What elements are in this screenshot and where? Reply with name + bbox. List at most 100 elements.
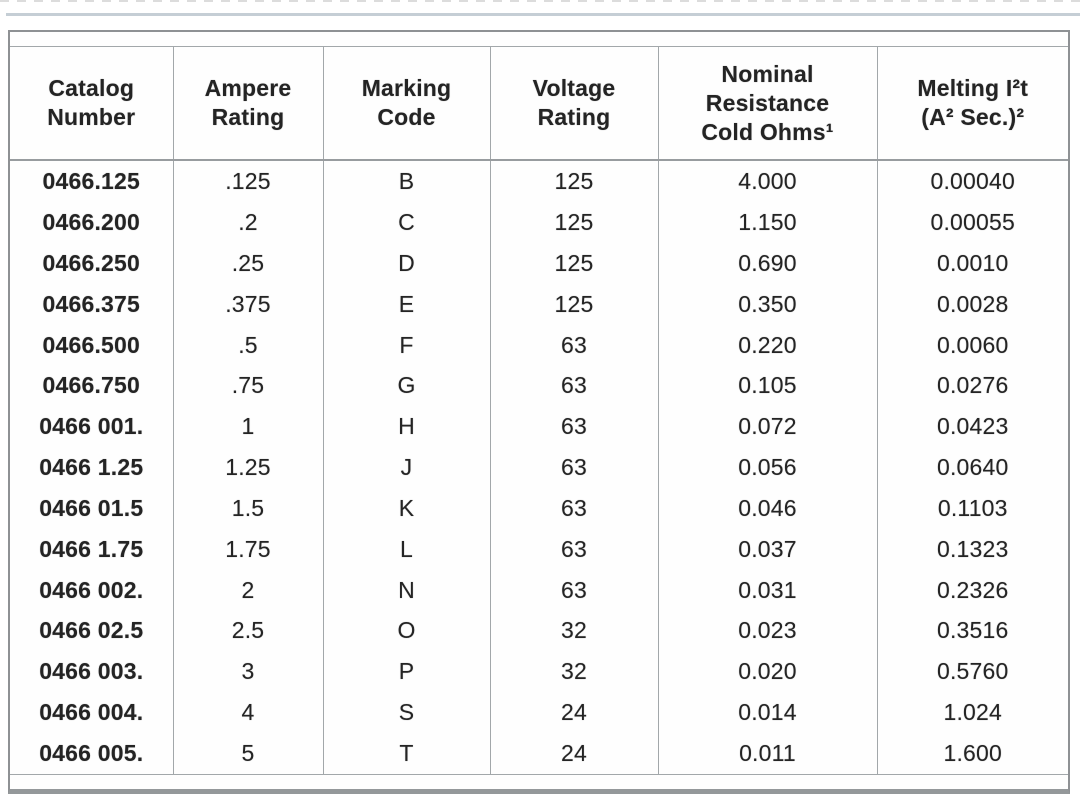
cell-catalog: 0466 005. [39, 739, 144, 766]
cell-melting: 0.0423 [876, 406, 1068, 448]
cell-marking: B [322, 160, 490, 203]
column-header-resistance: Nominal Resistance Cold Ohms¹ [657, 46, 877, 161]
cell-catalog: 0466.500 [42, 331, 141, 358]
cell-ampere: 1.25 [172, 447, 323, 488]
cell-voltage: 63 [489, 528, 658, 570]
cell-ampere: .5 [172, 324, 323, 366]
cell-catalog: 0466 1.25 [39, 454, 144, 481]
cell-ampere: .75 [172, 365, 323, 407]
column-header-melting: Melting I²t (A² Sec.)² [876, 46, 1068, 161]
cell-resistance: 0.031 [657, 569, 877, 611]
column-header-line: Rating [211, 104, 285, 130]
cell-melting: 0.1323 [876, 528, 1068, 570]
cell-melting: 0.1103 [876, 488, 1068, 529]
cell-voltage: 125 [489, 160, 658, 203]
cell-voltage: 24 [489, 692, 658, 733]
table-row: 0466.200 .2 C 125 1.150 0.00055 [10, 202, 1068, 244]
cell-melting: 0.0028 [876, 283, 1068, 325]
cell-resistance: 0.056 [657, 447, 877, 488]
cell-marking: O [322, 610, 490, 652]
table-row: 0466 002. 2 N 63 0.031 0.2326 [10, 569, 1068, 611]
cell-catalog: 0466 01.5 [39, 494, 144, 521]
column-header-line: Code [377, 104, 436, 130]
table-row: 0466.250 .25 D 125 0.690 0.0010 [10, 243, 1068, 284]
cell-marking: D [322, 243, 490, 284]
cell-marking: H [322, 406, 490, 448]
page-top-dashed-edge [0, 0, 1080, 2]
cell-resistance: 0.105 [657, 365, 877, 407]
cell-melting: 0.5760 [876, 651, 1068, 693]
cell-catalog: 0466.750 [42, 372, 141, 399]
table-row: 0466 1.75 1.75 L 63 0.037 0.1323 [10, 528, 1068, 570]
cell-melting: 0.3516 [876, 610, 1068, 652]
cell-ampere: 2 [172, 569, 323, 611]
top-divider-line [6, 13, 1080, 16]
cell-marking: T [322, 732, 490, 775]
column-header-line: Number [47, 104, 136, 130]
cell-voltage: 32 [489, 610, 658, 652]
table-row: 0466 01.5 1.5 K 63 0.046 0.1103 [10, 488, 1068, 529]
cell-resistance: 0.011 [657, 732, 877, 775]
table-row: 0466.500 .5 F 63 0.220 0.0060 [10, 324, 1068, 366]
cell-resistance: 0.072 [657, 406, 877, 448]
cell-ampere: 1 [172, 406, 323, 448]
cell-resistance: 1.150 [657, 202, 877, 244]
table-bottom-strip-cell [10, 774, 1068, 789]
cell-voltage: 63 [489, 447, 658, 488]
cell-catalog: 0466 003. [39, 658, 144, 685]
cell-melting: 0.00055 [876, 202, 1068, 244]
column-header-catalog: Catalog Number [10, 46, 173, 161]
column-header-line: Cold Ohms¹ [701, 118, 834, 145]
cell-melting: 1.024 [876, 692, 1068, 733]
cell-voltage: 63 [489, 569, 658, 611]
cell-voltage: 125 [489, 243, 658, 284]
cell-melting: 0.0060 [876, 324, 1068, 366]
cell-marking: L [322, 528, 490, 570]
column-header-line: Marking [361, 75, 452, 101]
table-row: 0466.750 .75 G 63 0.105 0.0276 [10, 365, 1068, 407]
cell-melting: 0.2326 [876, 569, 1068, 611]
cell-voltage: 125 [489, 202, 658, 244]
column-header-line: Catalog [48, 75, 135, 101]
cell-marking: P [322, 651, 490, 693]
column-header-line: Nominal [721, 60, 814, 87]
cell-marking: F [322, 324, 490, 366]
cell-ampere: 1.75 [172, 528, 323, 570]
column-header-line: (A² Sec.)² [921, 104, 1025, 130]
table-top-strip [10, 32, 1068, 47]
cell-ampere: 3 [172, 651, 323, 693]
cell-catalog: 0466 1.75 [39, 535, 144, 562]
cell-resistance: 0.220 [657, 324, 877, 366]
cell-ampere: 1.5 [172, 488, 323, 529]
cell-marking: J [322, 447, 490, 488]
cell-ampere: 2.5 [172, 610, 323, 652]
cell-melting: 0.00040 [876, 160, 1068, 203]
table-row: 0466 004. 4 S 24 0.014 1.024 [10, 692, 1068, 733]
cell-catalog: 0466 02.5 [39, 617, 144, 644]
cell-resistance: 0.037 [657, 528, 877, 570]
cell-catalog: 0466.375 [42, 290, 141, 317]
cell-resistance: 0.014 [657, 692, 877, 733]
cell-catalog: 0466.125 [42, 168, 141, 195]
table-row: 0466 001. 1 H 63 0.072 0.0423 [10, 406, 1068, 448]
table-top-strip-cell [10, 32, 1068, 47]
cell-melting: 0.0010 [876, 243, 1068, 284]
table-row: 0466.125 .125 B 125 4.000 0.00040 [10, 160, 1068, 203]
fuse-spec-table: Catalog Number Ampere Rating Marking Code Volt… [10, 32, 1068, 789]
cell-resistance: 0.046 [657, 488, 877, 529]
cell-resistance: 0.020 [657, 651, 877, 693]
cell-ampere: .25 [172, 243, 323, 284]
column-header-ampere: Ampere Rating [172, 46, 323, 161]
cell-marking: C [322, 202, 490, 244]
cell-marking: E [322, 283, 490, 325]
table-row: 0466 02.5 2.5 O 32 0.023 0.3516 [10, 610, 1068, 652]
cell-voltage: 125 [489, 283, 658, 325]
column-header-line: Resistance [705, 89, 830, 116]
cell-catalog: 0466 001. [39, 413, 144, 440]
column-header-voltage: Voltage Rating [489, 46, 658, 161]
header-row: Catalog Number Ampere Rating Marking Code Volt… [10, 46, 1068, 161]
cell-voltage: 63 [489, 324, 658, 366]
cell-catalog: 0466.250 [42, 250, 141, 277]
cell-melting: 1.600 [876, 732, 1068, 775]
